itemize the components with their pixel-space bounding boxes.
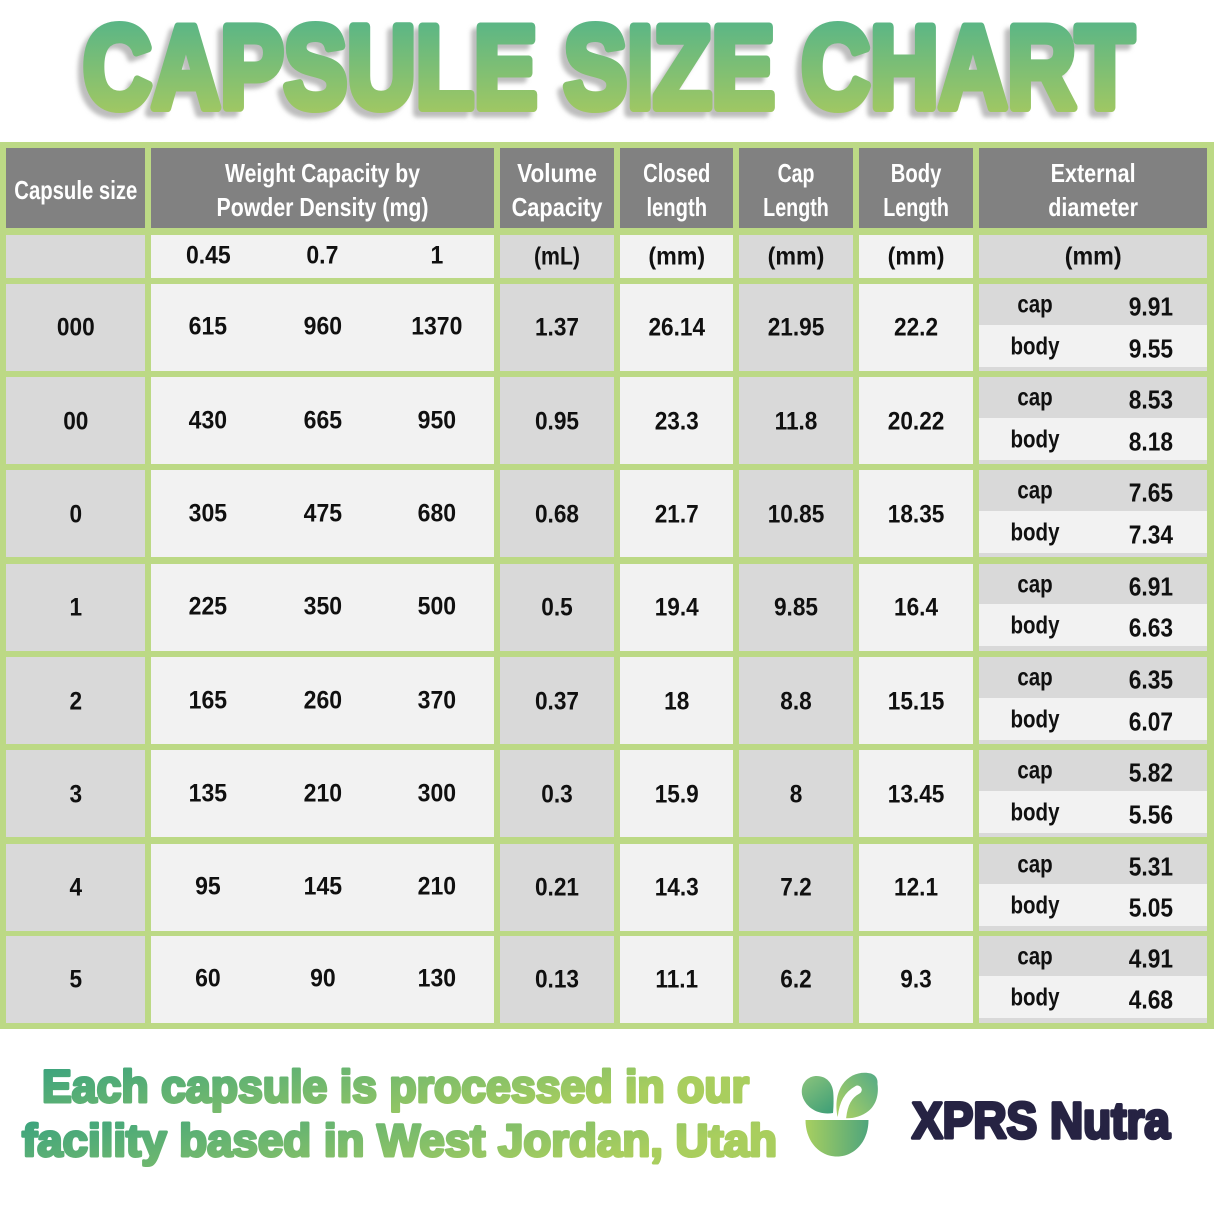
svg-text:CAPSULE SIZE CHART: CAPSULE SIZE CHART bbox=[83, 2, 1134, 133]
svg-text:XPRS Nutra: XPRS Nutra bbox=[912, 1092, 1170, 1149]
svg-text:Each capsule is processed in o: Each capsule is processed in our bbox=[42, 1061, 749, 1112]
svg-text:facility based in West Jordan,: facility based in West Jordan, Utah bbox=[22, 1115, 777, 1166]
svg-text:CAPSULE SIZE CHART: CAPSULE SIZE CHART bbox=[78, 7, 1129, 138]
